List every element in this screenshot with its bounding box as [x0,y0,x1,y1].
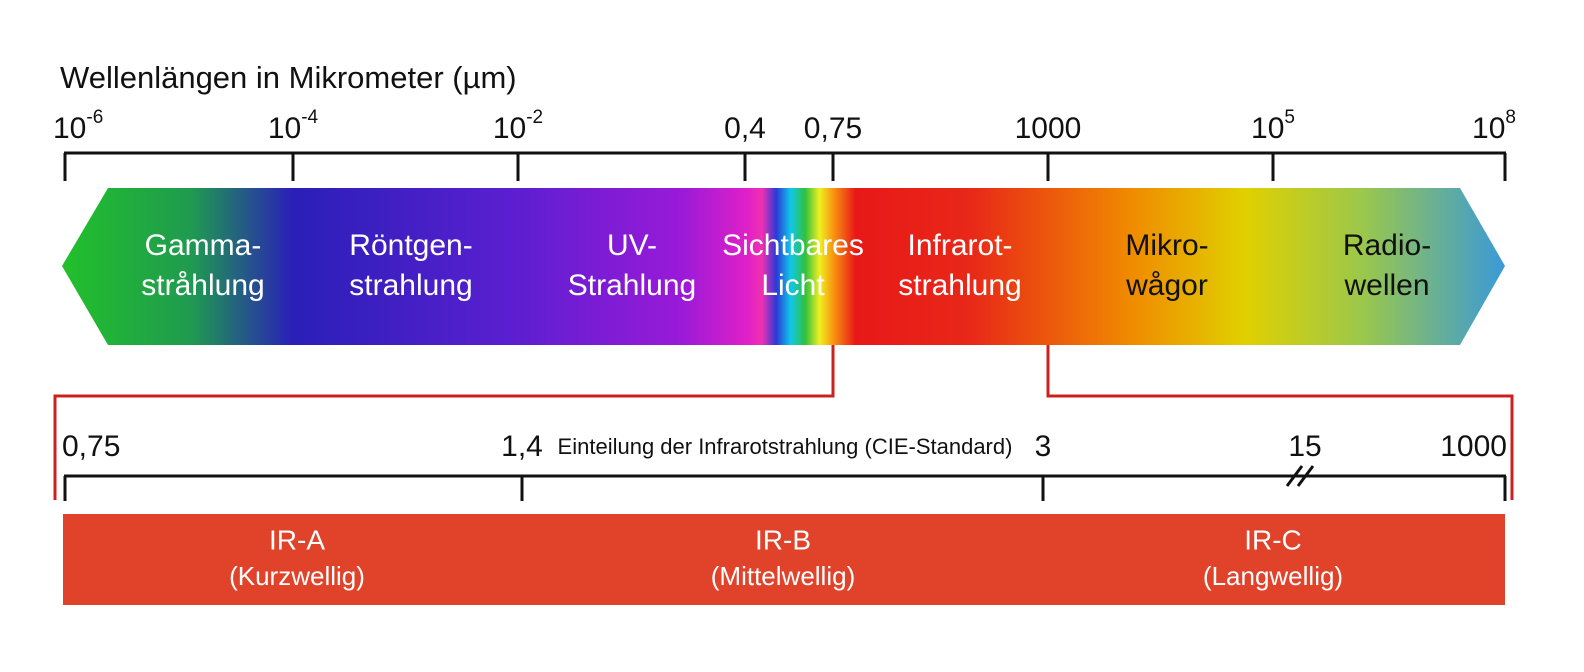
tick-label: 0,75 [804,112,862,145]
break-stroke [1285,465,1304,487]
band-label: Infrarot- [907,229,1012,262]
tick-exp: -6 [86,107,103,128]
ir-tick-label: 0,75 [62,430,120,463]
ir-tick-label: 1000 [1440,430,1507,463]
tick-label: 0,4 [724,112,766,145]
spectrum-arrow [62,188,1505,345]
band-label: Mikro- [1125,229,1208,262]
tick-base: 0,4 [724,112,766,145]
subtitle: Einteilung der Infrarotstrahlung (CIE-St… [558,434,1013,459]
band-label: Sichtbares [722,229,864,262]
band-label: wellen [1343,269,1429,302]
tick-base: 0,75 [804,112,862,145]
break-mark [1285,465,1315,487]
ir-band-desc: (Mittelwellig) [711,561,855,591]
band-label: stråhlung [141,269,264,302]
ir-band-desc: (Langwellig) [1203,561,1343,591]
top-scale: 10-6 10-4 10-2 0,4 0,75 1000 105 108 [53,107,1516,181]
ir-tick-label: 1,4 [501,430,543,463]
tick-label: 1000 [1015,112,1082,145]
ir-band-desc: (Kurzwellig) [229,561,365,591]
tick-exp: -4 [301,107,318,128]
tick-exp: 5 [1284,107,1295,128]
band-label: Röntgen- [349,229,472,262]
bands: Gamma-stråhlung Röntgen-strahlung UV- Strah… [141,229,1431,302]
band-label: Gamma- [145,229,262,262]
title: Wellenlängen in Mikrometer (µm) [60,60,517,95]
tick-label: 10-2 [493,107,543,145]
break-stroke [1296,465,1315,487]
ir-scale: 0,75 1,4 3 15 1000 IR-A (Kurzwellig) IR-B (Mitte… [62,430,1507,591]
tick-label: 10-4 [268,107,319,145]
tick-base: 10 [1251,112,1284,145]
ir-band-name: IR-C [1244,524,1302,555]
band-label: strahlung [349,269,472,302]
band-label: Strahlung [568,269,696,302]
tick-label: 105 [1251,107,1295,145]
ir-tick-label: 15 [1288,430,1321,463]
band-label: Radio- [1343,229,1431,262]
ir-band-name: IR-B [755,524,811,555]
tick-label: 10-6 [53,107,103,145]
tick-base: 10 [493,112,526,145]
ir-band-name: IR-A [269,524,325,555]
tick-base: 10 [1472,112,1505,145]
tick-base: 10 [53,112,86,145]
band-label: UV- [607,229,657,262]
tick-base: 1000 [1015,112,1082,145]
connector [53,345,835,500]
tick-exp: 8 [1505,107,1516,128]
ir-band [63,514,1505,605]
tick-exp: -2 [526,107,543,128]
ir-tick-label: 3 [1035,430,1052,463]
tick-label: 108 [1472,107,1516,145]
band-label: Licht [761,269,825,302]
band-label: wågor [1125,269,1208,302]
band-label: strahlung [898,269,1021,302]
connector [1046,345,1514,500]
tick-base: 10 [268,112,301,145]
